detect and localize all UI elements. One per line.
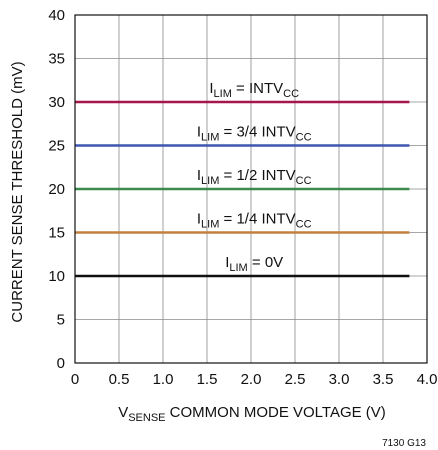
series-label: ILIM = 0V [225, 254, 283, 274]
plot-frame [74, 14, 428, 364]
x-tick-label: 0 [71, 371, 79, 388]
y-tick-label: 35 [48, 51, 65, 68]
y-tick-label: 10 [48, 268, 65, 285]
y-axis-title: CURRENT SENSE THRESHOLD (mV) [9, 61, 26, 322]
y-tick-label: 20 [48, 181, 65, 198]
series-label: ILIM = 1/2 INTVCC [197, 167, 312, 187]
figure-id: 7130 G13 [382, 438, 426, 449]
x-tick-label: 3.5 [373, 371, 394, 388]
series-label: ILIM = INTVCC [209, 80, 299, 100]
y-tick-label: 30 [48, 94, 65, 111]
series-labels: ILIM = INTVCC ILIM = 3/4 INTVCC ILIM = 1/2… [197, 80, 312, 274]
x-tick-label: 4.0 [417, 371, 438, 388]
y-tick-label: 40 [48, 7, 65, 24]
x-tick-label: 0.5 [109, 371, 130, 388]
y-tick-label: 25 [48, 138, 65, 155]
x-tick-label: 2.5 [285, 371, 306, 388]
y-tick-label: 5 [57, 312, 65, 329]
x-tick-label: 3.0 [329, 371, 350, 388]
x-tick-label: 2.0 [241, 371, 262, 388]
series-label: ILIM = 1/4 INTVCC [197, 211, 312, 231]
x-tick-label: 1.5 [197, 371, 218, 388]
y-tick-labels: 0 5 10 15 20 25 30 35 40 [48, 7, 65, 372]
series-label: ILIM = 3/4 INTVCC [197, 124, 312, 144]
x-tick-labels: 0 0.5 1.0 1.5 2.0 2.5 3.0 3.5 4.0 [71, 371, 438, 388]
y-tick-label: 15 [48, 225, 65, 242]
y-tick-label: 0 [57, 355, 65, 372]
series-lines [75, 100, 410, 278]
x-axis-title: VSENSE COMMON MODE VOLTAGE (V) [118, 404, 386, 424]
x-tick-label: 1.0 [153, 371, 174, 388]
